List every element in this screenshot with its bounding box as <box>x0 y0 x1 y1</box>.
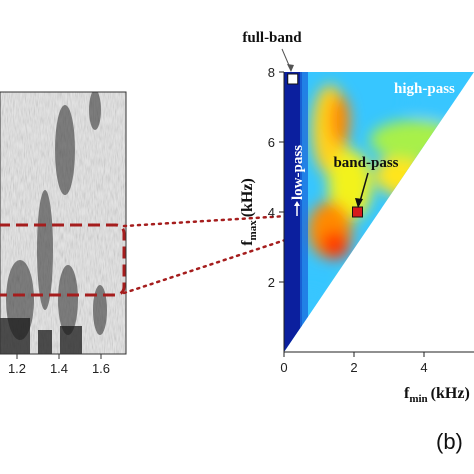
heatmap-y-tick-label: 2 <box>268 275 275 290</box>
heatmap-markers <box>287 73 363 218</box>
low-pass-strip <box>284 72 302 352</box>
spectrogram-streaks <box>6 92 107 340</box>
full-band-arrowhead <box>287 64 294 72</box>
heatmap-y-tick-label: 4 <box>268 205 275 220</box>
x-axis-label-main: f <box>404 385 410 402</box>
svg-text:fmax(kHz): fmax (kHz) <box>239 178 259 246</box>
band-pass-label: band-pass <box>333 155 398 171</box>
spectrogram-frame <box>0 91 127 355</box>
heatmap-y-tick-label: 8 <box>268 65 275 80</box>
y-axis-label-unit: (kHz) <box>239 178 256 217</box>
full-band-label: full-band <box>242 30 302 46</box>
connector-line-bottom <box>122 216 354 295</box>
band-pass-marker <box>352 206 363 218</box>
y-axis-label-sub: max <box>247 220 259 241</box>
heatmap-y-tick-label: 6 <box>268 135 275 150</box>
y-axis-label-main: f <box>239 240 256 246</box>
high-pass-label: high-pass <box>394 81 455 97</box>
heatmap-x-tick-label: 0 <box>280 360 287 375</box>
low-pass-label: low-pass <box>290 145 306 200</box>
spectrogram-x-tick-label: 1.6 <box>92 361 110 376</box>
spectrogram-x-ticks: 1.2 1.4 1.6 <box>8 354 110 376</box>
low-pass-arrowhead <box>294 201 300 206</box>
spectrogram-x-tick-label: 1.2 <box>8 361 26 376</box>
low-pass-label-group: low-pass <box>290 145 306 216</box>
y-axis-label: fmax (kHz) <box>239 178 259 246</box>
x-axis-label-unit: (kHz) <box>431 385 470 402</box>
band-pass-arrowhead <box>355 198 363 208</box>
spectrogram-dark-bottom <box>0 318 82 354</box>
spectrogram-panel: 1.2 1.4 1.6 <box>0 91 127 376</box>
heatmap-y-ticks: 2 4 6 8 <box>268 65 284 290</box>
filter-heatmap-panel: 2 4 6 8 0 2 4 full-band band-pass high-pass l… <box>239 30 474 405</box>
heatmap-x-tick-label: 2 <box>350 360 357 375</box>
full-band-marker <box>287 73 299 85</box>
x-axis-label: fmin (kHz) <box>404 385 470 405</box>
low-pass-strip-edge <box>300 72 308 352</box>
panel-label: (b) <box>436 429 463 454</box>
x-axis-label-sub: min <box>409 393 427 405</box>
heatmap-x-ticks: 0 2 4 <box>280 352 428 375</box>
heatmap-x-tick-label: 4 <box>420 360 427 375</box>
spectrogram-x-tick-label: 1.4 <box>50 361 68 376</box>
band-highlight-box <box>0 223 126 297</box>
